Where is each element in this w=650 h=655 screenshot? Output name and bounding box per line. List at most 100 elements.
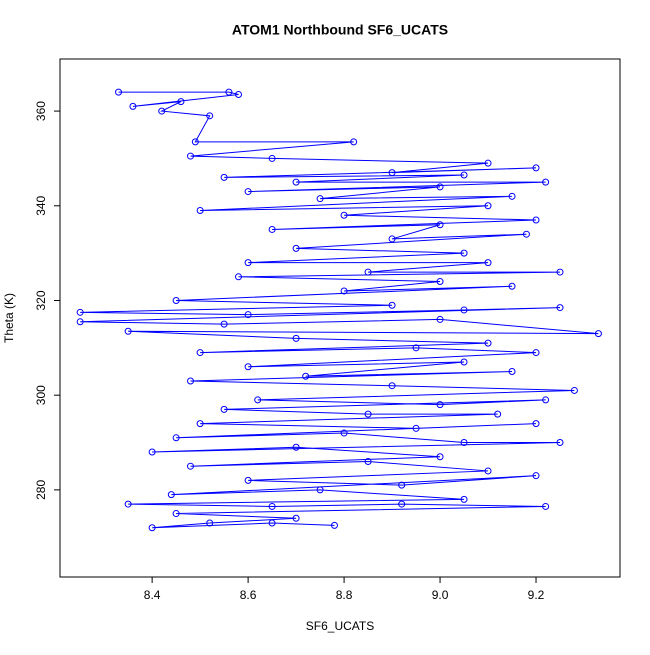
data-point <box>364 268 372 276</box>
data-point <box>268 225 276 233</box>
x-tick-label: 8.6 <box>240 588 257 602</box>
data-point <box>225 88 233 96</box>
data-point <box>244 476 252 484</box>
data-point <box>460 495 468 503</box>
y-tick-label: 360 <box>34 101 48 121</box>
data-point <box>316 195 324 203</box>
data-point <box>187 377 195 385</box>
data-point <box>330 521 338 529</box>
data-point <box>172 434 180 442</box>
data-point <box>235 273 243 281</box>
data-point <box>388 235 396 243</box>
data-point <box>124 500 132 508</box>
data-point <box>268 154 276 162</box>
data-point <box>76 318 84 326</box>
data-point <box>388 169 396 177</box>
data-point <box>508 192 516 200</box>
data-point <box>196 207 204 215</box>
x-tick-label: 9.2 <box>528 588 545 602</box>
data-point <box>460 439 468 447</box>
data-point <box>436 315 444 323</box>
data-point <box>532 472 540 480</box>
data-point <box>594 330 602 338</box>
data-point <box>484 202 492 210</box>
data-point <box>268 502 276 510</box>
data-point <box>244 311 252 319</box>
data-point <box>484 159 492 167</box>
y-tick-label: 340 <box>34 195 48 215</box>
data-point <box>570 386 578 394</box>
data-point <box>484 467 492 475</box>
x-tick-label: 8.8 <box>336 588 353 602</box>
data-point <box>412 344 420 352</box>
data-point <box>244 363 252 371</box>
data-point <box>436 278 444 286</box>
data-point <box>292 178 300 186</box>
data-point <box>158 107 166 115</box>
x-tick-label: 8.4 <box>144 588 161 602</box>
data-point <box>460 171 468 179</box>
data-point <box>167 491 175 499</box>
data-point <box>532 420 540 428</box>
data-point <box>220 405 228 413</box>
data-point <box>532 216 540 224</box>
data-point <box>220 320 228 328</box>
data-point <box>388 301 396 309</box>
data-point <box>436 453 444 461</box>
data-point <box>484 259 492 267</box>
data-point <box>460 358 468 366</box>
data-point <box>340 287 348 295</box>
x-tick-label: 9.0 <box>432 588 449 602</box>
data-point <box>508 282 516 290</box>
data-point <box>220 173 228 181</box>
data-point <box>172 510 180 518</box>
chart-title: ATOM1 Northbound SF6_UCATS <box>232 22 448 38</box>
data-point <box>292 514 300 522</box>
data-point <box>494 410 502 418</box>
data-point <box>316 486 324 494</box>
data-point <box>388 382 396 390</box>
data-point <box>292 244 300 252</box>
data-point <box>532 349 540 357</box>
data-point <box>76 308 84 316</box>
data-point <box>556 439 564 447</box>
data-point <box>302 372 310 380</box>
data-point <box>340 211 348 219</box>
data-point <box>340 429 348 437</box>
data-point <box>235 91 243 99</box>
data-point <box>556 268 564 276</box>
data-point <box>206 112 214 120</box>
data-point <box>148 524 156 532</box>
data-point <box>364 410 372 418</box>
data-point <box>292 334 300 342</box>
data-point <box>124 327 132 335</box>
data-point <box>364 457 372 465</box>
data-point <box>412 424 420 432</box>
data-point <box>206 519 214 527</box>
y-axis-label: Theta (K) <box>2 293 16 343</box>
data-point <box>187 152 195 160</box>
data-point <box>177 98 185 106</box>
data-point <box>244 188 252 196</box>
plot-frame <box>59 58 621 578</box>
data-point <box>350 138 358 146</box>
data-point <box>196 420 204 428</box>
data-point <box>254 396 262 404</box>
data-point <box>436 183 444 191</box>
data-point <box>508 368 516 376</box>
data-line <box>80 91 599 529</box>
data-point <box>542 502 550 510</box>
data-point <box>268 519 276 527</box>
data-point <box>532 164 540 172</box>
data-point <box>484 339 492 347</box>
y-tick-label: 300 <box>34 385 48 405</box>
data-point <box>398 500 406 508</box>
y-tick-label: 280 <box>34 480 48 500</box>
y-tick-label: 320 <box>34 290 48 310</box>
data-point <box>542 178 550 186</box>
data-point <box>129 102 137 110</box>
data-point <box>460 306 468 314</box>
data-point <box>556 304 564 312</box>
